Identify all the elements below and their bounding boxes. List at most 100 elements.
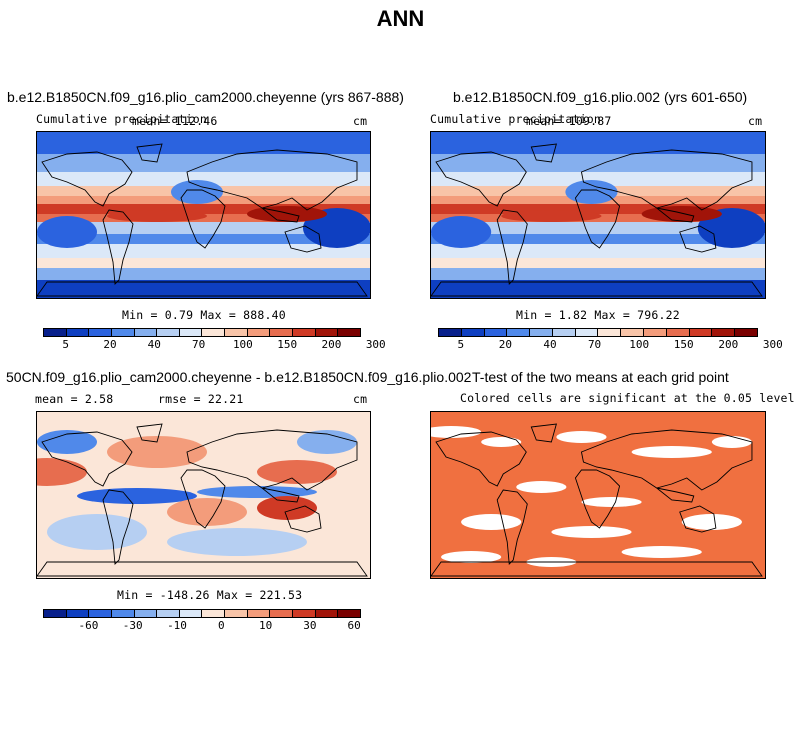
diff-anomaly: [167, 498, 247, 526]
precip-band: [37, 268, 370, 280]
mean-label-b: mean= 109.87: [526, 114, 612, 128]
colorbar-swatch: [598, 329, 622, 336]
precip-band: [37, 234, 370, 244]
coastline: [136, 423, 163, 443]
colorbar-tick-label: 30: [303, 619, 317, 632]
minmax-label-diff: Min = -148.26 Max = 221.53: [117, 588, 303, 602]
colorbar-swatch: [202, 329, 226, 336]
coastline: [102, 209, 134, 285]
colorbar-swatch: [293, 610, 316, 617]
non-significant-area: [581, 497, 642, 507]
colorbar-swatch: [89, 610, 112, 617]
colorbar-swatch: [270, 329, 294, 336]
colorbar-tick-label: 200: [718, 338, 739, 351]
non-significant-area: [551, 526, 632, 538]
rmse-label-diff: rmse = 22.21: [158, 392, 244, 406]
coastline: [41, 431, 133, 487]
panel-title-model-a: b.e12.B1850CN.f09_g16.plio_cam2000.cheye…: [7, 89, 404, 105]
wet-region: [501, 210, 602, 222]
variable-label-b: Cumulative precipitation: [430, 112, 601, 126]
precip-band: [37, 154, 370, 172]
colorbar-swatch: [507, 329, 531, 336]
coastline: [496, 489, 528, 565]
diff-anomaly: [257, 460, 337, 484]
dry-region: [37, 216, 97, 248]
diff-anomaly: [167, 528, 307, 556]
diff-anomaly: [197, 486, 317, 498]
colorbar-swatch: [44, 329, 67, 336]
colorbar-tick-label: 40: [543, 338, 557, 351]
colorbar-tick-label: 20: [103, 338, 117, 351]
precip-band: [431, 280, 765, 298]
coastline: [136, 143, 163, 163]
colorbar-swatch: [66, 610, 90, 617]
wet-region: [107, 210, 207, 222]
precip-band: [431, 204, 765, 214]
figure-title: ANN: [376, 6, 425, 31]
colorbar-labels-b: 5 20 40 70 100 150 200 300: [438, 338, 783, 352]
non-significant-area: [631, 446, 712, 458]
precip-band: [431, 268, 765, 280]
coastline: [261, 487, 300, 503]
panel-title-ttest: T-test of the two means at each grid poi…: [472, 369, 729, 385]
non-significant-area: [711, 436, 752, 448]
wet-region: [641, 206, 722, 222]
non-significant-area: [621, 546, 702, 558]
diff-anomaly: [77, 488, 197, 504]
coastline: [574, 189, 621, 249]
colorbar-tick-label: 0: [217, 619, 225, 632]
coastline: [580, 149, 753, 211]
coastline: [574, 469, 621, 529]
panel-title-difference: 50CN.f09_g16.plio_cam2000.cheyenne - b.e…: [6, 369, 472, 385]
colorbar-swatch: [179, 610, 203, 617]
colorbar-swatch: [484, 329, 508, 336]
colorbar-swatch: [315, 329, 339, 336]
dry-region: [171, 180, 223, 204]
colorbar-precip-a: [43, 328, 361, 337]
colorbar-swatch: [575, 329, 599, 336]
coastline: [530, 143, 557, 163]
colorbar-tick-label: -30: [122, 619, 143, 632]
units-label-b: cm: [748, 114, 763, 128]
colorbar-swatch: [293, 329, 316, 336]
coastline: [496, 209, 528, 285]
precip-band: [431, 234, 765, 244]
coastline: [530, 423, 557, 443]
coastline: [580, 429, 753, 491]
coastline: [41, 151, 133, 207]
colorbar-tick-label: -10: [167, 619, 187, 632]
non-significant-area: [681, 514, 742, 530]
coastline: [435, 431, 527, 487]
units-label-a: cm: [353, 114, 368, 128]
variable-label-a: Cumulative precipitation: [36, 112, 207, 126]
dry-region: [565, 180, 618, 204]
colorbar-labels-difference: -60 -30 -10 0 10 30 60: [43, 619, 361, 633]
colorbar-swatch: [712, 329, 736, 336]
colorbar-tick-label: 150: [673, 338, 694, 351]
colorbar-swatch: [225, 329, 248, 336]
colorbar-tick-label: 100: [232, 338, 253, 351]
colorbar-labels-a: 5 20 40 70 100 150 200 300: [43, 338, 385, 352]
colorbar-swatch: [247, 329, 271, 336]
colorbar-swatch: [461, 329, 485, 336]
colorbar-swatch: [338, 610, 360, 617]
colorbar-swatch: [202, 610, 226, 617]
coastline: [180, 189, 226, 249]
colorbar-swatch: [111, 610, 135, 617]
precip-map-model-b: [430, 131, 766, 299]
colorbar-difference: [43, 609, 361, 618]
non-significant-area: [441, 551, 502, 563]
colorbar-tick-label: 20: [498, 338, 513, 351]
colorbar-tick-label: 300: [365, 338, 386, 351]
precip-band: [431, 132, 765, 154]
precip-band: [431, 172, 765, 186]
difference-map: [36, 411, 371, 579]
coastline: [284, 225, 322, 253]
colorbar-swatch: [270, 610, 294, 617]
colorbar-swatch: [644, 329, 667, 336]
colorbar-tick-label: 150: [277, 338, 298, 351]
diff-anomaly: [37, 430, 97, 454]
colorbar-tick-label: 10: [258, 619, 273, 632]
colorbar-swatch: [439, 329, 462, 336]
mean-label-a: mean= 112.46: [132, 114, 218, 128]
